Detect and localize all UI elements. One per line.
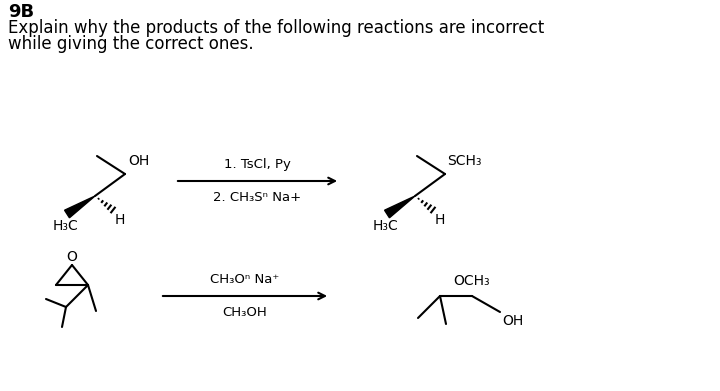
Text: OCH₃: OCH₃ bbox=[454, 274, 490, 288]
Text: H₃C: H₃C bbox=[53, 219, 78, 233]
Text: H: H bbox=[435, 213, 446, 227]
Text: while giving the correct ones.: while giving the correct ones. bbox=[8, 35, 253, 53]
Text: CH₃OH: CH₃OH bbox=[222, 306, 267, 319]
Text: O: O bbox=[66, 250, 78, 264]
Text: H₃C: H₃C bbox=[373, 219, 399, 233]
Text: OH: OH bbox=[128, 154, 149, 168]
Text: 9B: 9B bbox=[8, 3, 34, 21]
Polygon shape bbox=[384, 196, 415, 218]
Text: SCH₃: SCH₃ bbox=[447, 154, 482, 168]
Polygon shape bbox=[65, 196, 95, 218]
Text: OH: OH bbox=[502, 314, 523, 328]
Text: CH₃Oⁿ Na⁺: CH₃Oⁿ Na⁺ bbox=[210, 273, 279, 286]
Text: 1. TsCl, Py: 1. TsCl, Py bbox=[224, 158, 291, 171]
Text: H: H bbox=[115, 213, 125, 227]
Text: 2. CH₃Sⁿ Na+: 2. CH₃Sⁿ Na+ bbox=[213, 191, 302, 204]
Text: Explain why the products of the following reactions are incorrect: Explain why the products of the followin… bbox=[8, 19, 544, 37]
